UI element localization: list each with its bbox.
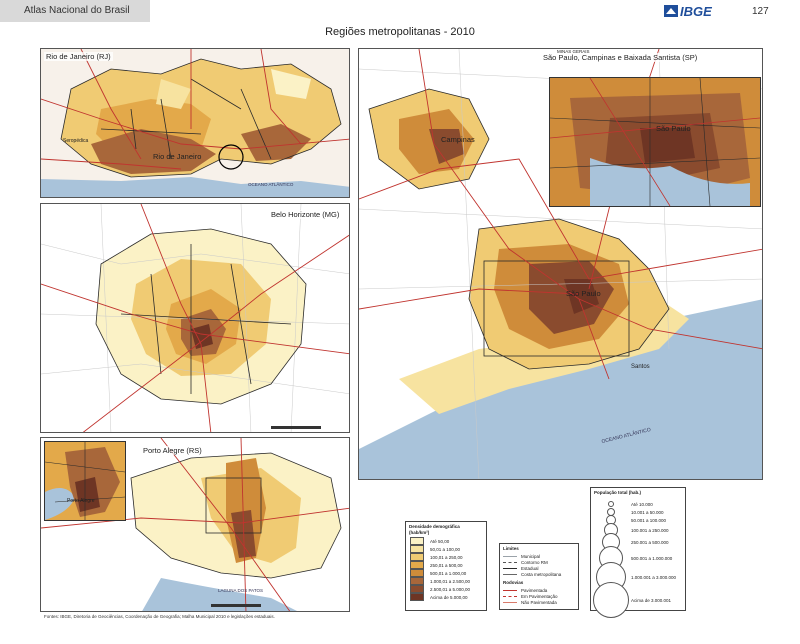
panel-label-sp: São Paulo, Campinas e Baixada Santista (…	[541, 53, 700, 62]
legend-swatch	[410, 537, 424, 545]
place-label-sao-paulo: São Paulo	[566, 289, 601, 298]
panel-label-rj: Rio de Janeiro (RJ)	[44, 52, 113, 61]
legend-road-paved: Pavimentada	[503, 587, 578, 593]
map-panel-belo-horizonte: Belo Horizonte (MG)	[40, 203, 350, 433]
legend-density-item: 500,01 a 1.000,00	[410, 569, 486, 577]
legend-population: População total (hab.) Até 10.000 10.001 …	[590, 487, 686, 618]
ocean-label-rj: OCEANO ATLÂNTICO	[248, 182, 294, 187]
legend-density-label: 1.000,01 a 2.500,00	[430, 578, 471, 584]
poa-inset-map: Porto Alegre	[44, 441, 126, 521]
legend-swatch	[410, 577, 424, 585]
legend-population-item: Acima de 3.000.001	[591, 582, 671, 618]
source-note: Fontes: IBGE, Diretoria de Geociências, …	[44, 614, 275, 619]
legend-density-label: 2.500,01 a 5.000,00	[430, 586, 471, 592]
legend-density-item: 250,01 a 500,00	[410, 561, 486, 569]
bh-map-graphic	[41, 204, 349, 432]
sp-inset-map: São Paulo	[549, 77, 761, 207]
place-label-campinas: Campinas	[441, 135, 475, 144]
map-panel-sao-paulo: São Paulo São Paulo, Campinas e Baixada …	[358, 48, 763, 480]
legend-density-item: 1.000,01 a 2.500,00	[410, 577, 486, 585]
legend-swatch	[410, 593, 424, 601]
legend-density-label: 50,01 a 100,00	[430, 546, 461, 552]
legend-limits-title: Limites	[503, 546, 519, 551]
legend-population-label: Até 10.000	[631, 501, 653, 507]
legend-density-unit: (hab/km²)	[409, 530, 430, 535]
place-label-seropedica: Seropédica	[63, 138, 89, 144]
legend-population-title: População total (hab.)	[594, 490, 642, 495]
sp-inset-graphic	[550, 78, 760, 206]
poa-map-graphic	[41, 438, 349, 611]
population-circle-icon	[593, 582, 629, 618]
legend-swatch	[410, 569, 424, 577]
legend-population-item: Até 10.000	[591, 501, 653, 507]
legend-density-label: Até 50,00	[430, 538, 450, 544]
legend-density-item: 100,01 a 250,00	[410, 553, 486, 561]
legend-road-unpaved: Não Pavimentada	[503, 599, 578, 605]
legend-density-item: 2.500,01 a 5.000,00	[410, 585, 486, 593]
legend-density-label: 250,01 a 500,00	[430, 562, 463, 568]
legend-density-label: Acima de 5.000,00	[430, 594, 468, 600]
map-panel-rio-de-janeiro: Rio de Janeiro (RJ) Rio de Janeiro Serop…	[40, 48, 350, 198]
legend-density-item: Até 50,00	[410, 537, 486, 545]
legend-population-label: 100.001 a 250.000	[631, 527, 669, 533]
header-book-tab: Atlas Nacional do Brasil	[0, 0, 150, 22]
legend-density-item: 50,01 a 100,00	[410, 545, 486, 553]
place-label-santos: Santos	[631, 364, 650, 370]
legend-limit-state: Estadual	[503, 565, 578, 571]
legend-limit-rm: Contorno RM	[503, 559, 578, 565]
legend-density-list: Até 50,00 50,01 a 100,00 100,01 a 250,00 25…	[406, 537, 486, 601]
legend-density: Densidade demográfica (hab/km²) Até 50,0…	[405, 521, 487, 611]
legend-limit-coast: Costa metropolitana	[503, 571, 578, 577]
legend-density-item: Acima de 5.000,00	[410, 593, 486, 601]
poa-inset-graphic	[45, 442, 125, 520]
legend-lines: Limites Municipal Contorno RM Estadual C…	[499, 543, 579, 610]
publisher-logo: IBGE	[680, 4, 712, 19]
book-title: Atlas Nacional do Brasil	[24, 5, 130, 16]
legend-population-label: 50.001 a 100.000	[631, 517, 667, 523]
panel-label-bh: Belo Horizonte (MG)	[269, 210, 342, 219]
place-label-sao-paulo-inset: São Paulo	[656, 124, 691, 133]
legend-population-label: Acima de 3.000.001	[631, 597, 672, 603]
state-label: MINAS GERAIS	[557, 49, 590, 54]
place-label-rio: Rio de Janeiro	[153, 152, 202, 161]
legend-swatch	[410, 553, 424, 561]
lagoon-label: LAGUNA DOS PATOS	[218, 588, 264, 593]
legend-road-paving: Em Pavimentação	[503, 593, 578, 599]
page-number: 127	[752, 6, 769, 17]
legend-density-label: 100,01 a 250,00	[430, 554, 463, 560]
ibge-logo-icon	[664, 5, 678, 17]
legend-population-label: 250.001 a 500.000	[631, 539, 669, 545]
map-panel-porto-alegre: Porto Alegre Porto Alegre (RS) LAGUNA DO…	[40, 437, 350, 612]
population-circle-icon	[608, 501, 614, 507]
legend-limit-municipal: Municipal	[503, 553, 578, 559]
rio-map-graphic	[41, 49, 349, 197]
legend-density-label: 500,01 a 1.000,00	[430, 570, 467, 576]
legend-population-label: 500.001 a 1.000.000	[631, 555, 673, 561]
legend-population-label: 1.000.001 a 3.000.000	[631, 574, 677, 580]
place-label-porto-alegre: Porto Alegre	[67, 498, 95, 504]
panel-label-poa: Porto Alegre (RS)	[141, 446, 204, 455]
legend-roads-title: Rodovias	[503, 580, 524, 585]
legend-swatch	[410, 561, 424, 569]
legend-density-title: Densidade demográfica	[409, 524, 460, 529]
legend-swatch	[410, 585, 424, 593]
legend-population-label: 10.001 a 50.000	[631, 509, 664, 515]
legend-swatch	[410, 545, 424, 553]
map-title: Regiões metropolitanas - 2010	[325, 26, 475, 38]
